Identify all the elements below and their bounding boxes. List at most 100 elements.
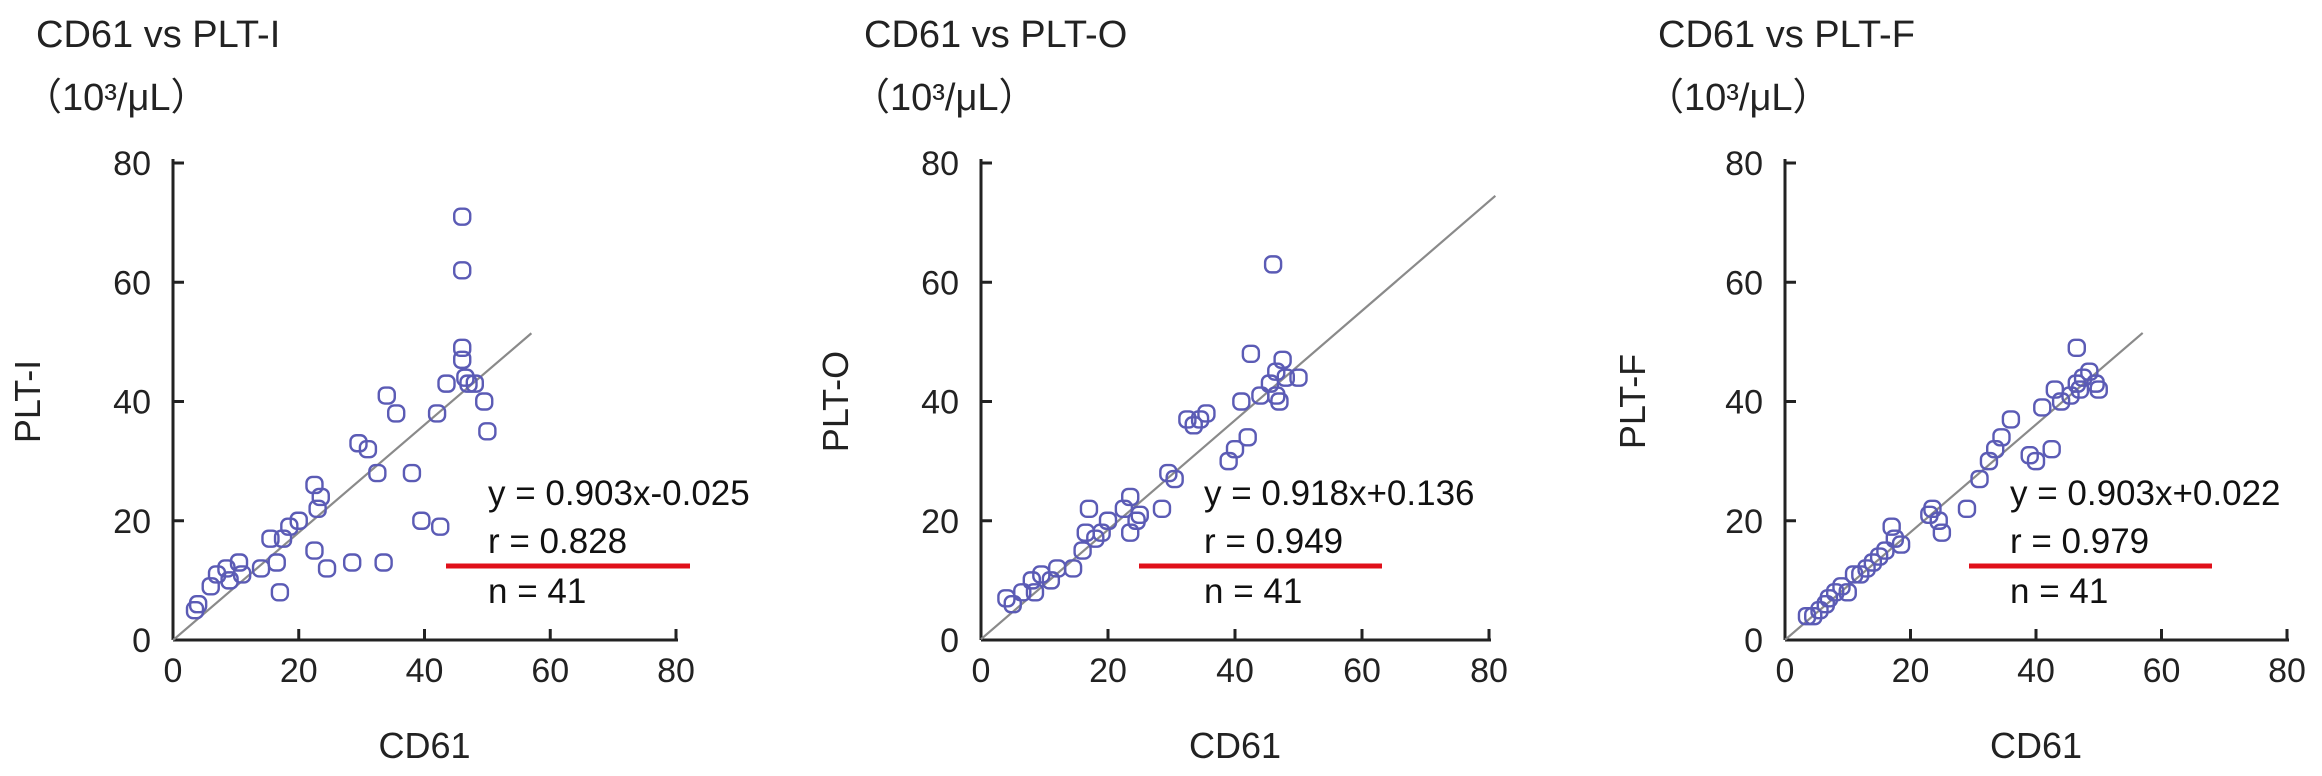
data-point <box>1190 410 1210 429</box>
y-tick-label: 80 <box>113 145 151 183</box>
data-point <box>377 386 396 405</box>
data-point <box>1819 589 1839 608</box>
x-axis-title: CD61 <box>1990 725 2082 766</box>
data-point <box>232 565 252 584</box>
regression-line <box>980 194 1497 641</box>
sample-size: n = 41 <box>2010 572 2108 611</box>
y-tick-label: 0 <box>940 622 959 660</box>
data-point <box>1159 463 1178 483</box>
data-point <box>1923 499 1942 519</box>
data-point <box>317 559 337 578</box>
data-point <box>453 261 472 280</box>
data-point <box>305 541 324 560</box>
data-point <box>2042 440 2061 459</box>
data-point <box>280 517 299 536</box>
data-point <box>431 517 450 536</box>
data-point <box>1041 571 1061 590</box>
y-tick-label: 40 <box>1725 384 1763 422</box>
y-tick-label: 60 <box>921 264 959 302</box>
regression-equation: y = 0.903x+0.022 <box>2010 474 2281 513</box>
data-point <box>1851 565 1870 584</box>
data-point <box>1838 583 1857 602</box>
x-tick-label: 40 <box>406 652 444 690</box>
x-tick-label: 20 <box>1089 652 1127 690</box>
data-point <box>1932 523 1952 542</box>
x-tick-label: 60 <box>1343 652 1381 690</box>
data-point <box>308 499 327 519</box>
sample-size: n = 41 <box>488 572 586 611</box>
data-point <box>1882 517 1901 536</box>
data-point <box>1869 547 1889 566</box>
data-point <box>1241 344 1261 363</box>
data-point <box>1804 606 1823 626</box>
data-point <box>273 529 293 548</box>
x-tick-label: 80 <box>1470 652 1508 690</box>
scatter-plot-plt-i: 0 20 40 60 80 0 20 40 60 80 CD61 PLT-I y = 0.903x-0.… <box>7 145 750 766</box>
data-point <box>261 529 280 548</box>
regression-equation: y = 0.918x+0.136 <box>1204 474 1475 513</box>
y-tick-label: 40 <box>113 384 151 422</box>
data-point <box>1826 583 1845 602</box>
x-tick-label: 40 <box>2017 652 2055 690</box>
data-point <box>374 553 393 572</box>
data-point <box>1079 499 1099 519</box>
scatter-plot-plt-f: 0 20 40 60 80 0 20 40 60 80 CD61 PLT-F y = 0.903x+0.… <box>1612 145 2306 766</box>
x-tick-label: 80 <box>657 652 695 690</box>
data-point <box>188 595 208 614</box>
x-tick-label: 0 <box>164 652 183 690</box>
data-point <box>402 463 422 483</box>
x-tick-label: 20 <box>280 652 318 690</box>
data-point <box>289 511 308 530</box>
data-point <box>342 553 362 572</box>
data-point <box>1891 535 1911 554</box>
data-point <box>453 350 472 369</box>
data-point <box>1857 559 1876 578</box>
data-point <box>229 553 249 572</box>
correlation-coefficient: r = 0.979 <box>2010 522 2149 561</box>
data-point <box>387 404 406 423</box>
y-tick-label: 80 <box>921 145 959 183</box>
data-point <box>305 475 324 495</box>
data-point <box>2033 398 2052 417</box>
data-point <box>2001 410 2021 429</box>
data-point <box>358 440 378 459</box>
data-point <box>1022 571 1042 590</box>
data-point <box>427 404 447 423</box>
correlation-coefficient: r = 0.949 <box>1204 522 1343 561</box>
y-tick-label: 0 <box>1744 622 1763 660</box>
data-point <box>1844 565 1864 584</box>
data-point <box>2061 386 2080 405</box>
data-point <box>1032 565 1051 584</box>
data-point <box>1076 523 1095 542</box>
chart-title: CD61 vs PLT-F <box>1658 14 1915 56</box>
data-point <box>475 392 494 411</box>
scatter-plot-plt-o: 0 20 40 60 80 0 20 40 60 80 CD61 PLT-O y = 0.918x+0.… <box>815 145 1508 766</box>
data-point <box>2089 380 2108 399</box>
x-tick-label: 60 <box>531 652 569 690</box>
data-point <box>349 434 368 453</box>
correlation-coefficient: r = 0.828 <box>488 522 627 561</box>
data-point <box>2026 451 2046 471</box>
data-point <box>1957 499 1977 519</box>
data-point <box>1810 600 1829 620</box>
data-point <box>1073 541 1092 560</box>
y-tick-label: 20 <box>921 503 959 541</box>
data-point <box>1013 583 1032 602</box>
y-tick-label: 60 <box>113 264 151 302</box>
data-point <box>1885 529 1905 548</box>
data-point <box>2073 368 2093 387</box>
y-tick-label: 60 <box>1725 264 1763 302</box>
data-point <box>1263 255 1283 274</box>
x-tick-label: 20 <box>1892 652 1930 690</box>
chart-unit-label: （10³/μL） <box>1646 77 1831 119</box>
data-point <box>311 487 330 507</box>
data-point <box>1986 440 2005 459</box>
y-axis-title: PLT-O <box>815 351 856 452</box>
y-tick-label: 20 <box>113 503 151 541</box>
data-point <box>1251 386 1270 405</box>
x-tick-label: 80 <box>2268 652 2306 690</box>
data-point <box>1219 451 1238 471</box>
data-point <box>1979 451 1999 471</box>
data-point <box>478 422 497 441</box>
data-point <box>1025 583 1045 602</box>
